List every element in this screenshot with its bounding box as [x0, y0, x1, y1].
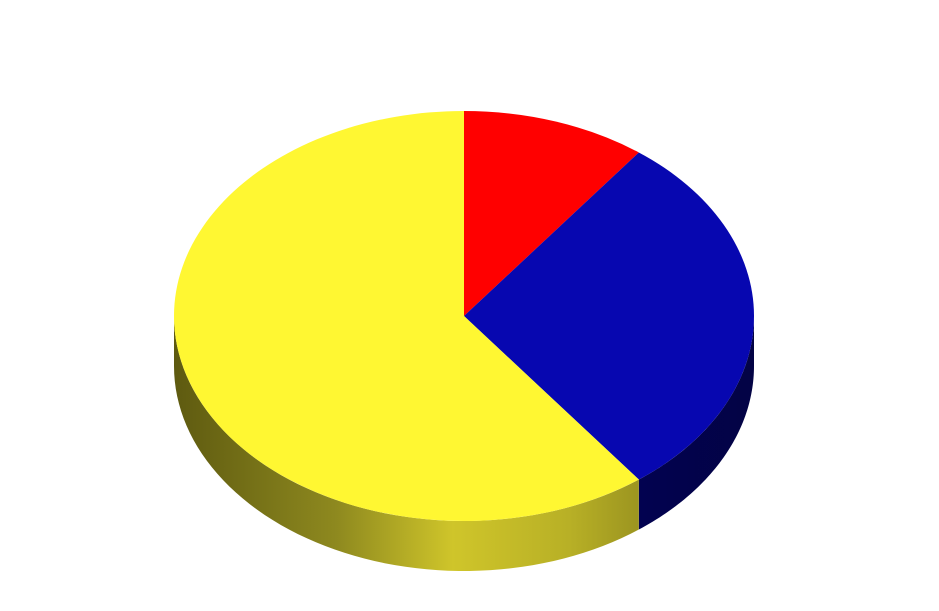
- pie-tops: [174, 111, 755, 521]
- pie-slice-red[interactable]: [464, 111, 639, 316]
- pie-sides: [174, 316, 754, 571]
- pie-slice-yellow[interactable]: [174, 111, 639, 521]
- pie-slice-side-blue: [638, 316, 754, 530]
- pie-slice-side-yellow: [174, 316, 639, 571]
- pie-slice-blue[interactable]: [464, 152, 755, 480]
